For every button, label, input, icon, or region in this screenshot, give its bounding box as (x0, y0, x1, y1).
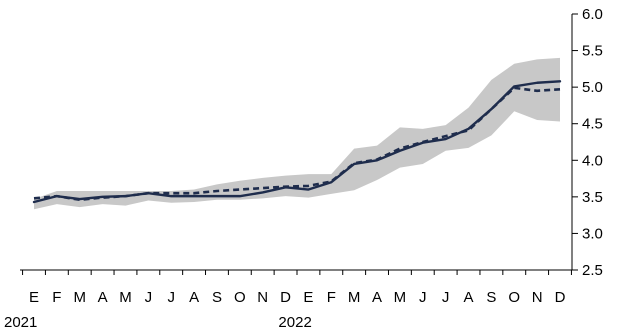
x-tick-label: E (29, 289, 39, 306)
x-tick-label: J (145, 289, 153, 306)
x-tick-label: E (303, 289, 313, 306)
x-tick-label: A (98, 289, 108, 306)
x-tick-label: F (327, 289, 336, 306)
x-tick-label: D (555, 289, 566, 306)
x-tick-label: D (280, 289, 291, 306)
x-tick-label: F (52, 289, 61, 306)
x-tick-label: S (486, 289, 496, 306)
x-tick-label: J (442, 289, 450, 306)
x-tick-label: A (189, 289, 199, 306)
year-label: 2022 (278, 314, 311, 331)
labels-layer: 2.53.03.54.04.55.05.56.0E F M A M J J A S O N D E F M A… (4, 6, 603, 331)
y-tick-label: 4.5 (582, 116, 603, 133)
x-tick-label: M (394, 289, 407, 306)
x-tick-label: J (167, 289, 175, 306)
x-tick-label: M (119, 289, 132, 306)
y-tick-label: 3.0 (582, 225, 603, 242)
x-tick-label: J (419, 289, 427, 306)
x-tick-label: M (348, 289, 361, 306)
x-tick-label: O (234, 289, 246, 306)
x-tick-label: M (73, 289, 86, 306)
x-tick-label: S (212, 289, 222, 306)
x-tick-label: N (532, 289, 543, 306)
y-tick-label: 3.5 (582, 189, 603, 206)
x-tick-label: A (464, 289, 474, 306)
x-tick-label: O (508, 289, 520, 306)
axes-layer (20, 13, 578, 275)
series-layer (32, 80, 562, 204)
y-tick-label: 5.0 (582, 79, 603, 96)
y-tick-label: 5.5 (582, 43, 603, 60)
year-label: 2021 (4, 314, 37, 331)
x-tick-label: A (372, 289, 382, 306)
x-tick-label: N (257, 289, 268, 306)
dashed-series-line (33, 86, 561, 202)
y-tick-label: 2.5 (582, 262, 603, 279)
y-tick-label: 4.0 (582, 152, 603, 169)
y-tick-label: 6.0 (582, 6, 603, 23)
